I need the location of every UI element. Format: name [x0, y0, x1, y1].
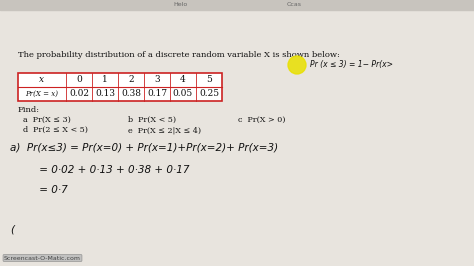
Text: x: x — [39, 76, 45, 85]
Text: 3: 3 — [154, 76, 160, 85]
Text: 0.25: 0.25 — [199, 89, 219, 98]
Text: a  Pr(X ≤ 3): a Pr(X ≤ 3) — [23, 116, 71, 124]
Text: 0.13: 0.13 — [95, 89, 115, 98]
Text: (: ( — [10, 225, 14, 235]
Text: Pr (x ≤ 3) = 1− Pr(x>: Pr (x ≤ 3) = 1− Pr(x> — [310, 60, 393, 69]
Text: Find:: Find: — [18, 106, 40, 114]
Text: The probability distribution of a discrete random variable X is shown below:: The probability distribution of a discre… — [18, 51, 340, 59]
Text: 1: 1 — [102, 76, 108, 85]
Text: = 0·7: = 0·7 — [10, 185, 68, 195]
Bar — [0, 0, 474, 10]
Text: e  Pr(X ≤ 2|X ≤ 4): e Pr(X ≤ 2|X ≤ 4) — [128, 126, 201, 134]
Text: Screencast-O-Matic.com: Screencast-O-Matic.com — [4, 256, 81, 260]
Text: Pr(X = x): Pr(X = x) — [26, 90, 58, 98]
Circle shape — [288, 56, 306, 74]
Text: c  Pr(X > 0): c Pr(X > 0) — [238, 116, 285, 124]
Text: a)  Pr(x≤3) = Pr(x=0) + Pr(x=1)+Pr(x=2)+ Pr(x=3): a) Pr(x≤3) = Pr(x=0) + Pr(x=1)+Pr(x=2)+ … — [10, 143, 278, 153]
Bar — [18, 73, 222, 101]
Text: 0.38: 0.38 — [121, 89, 141, 98]
Text: 0: 0 — [76, 76, 82, 85]
Text: d  Pr(2 ≤ X < 5): d Pr(2 ≤ X < 5) — [23, 126, 88, 134]
Bar — [18, 73, 222, 101]
Text: Ccas: Ccas — [286, 2, 301, 7]
Text: Helo: Helo — [173, 2, 187, 7]
Text: b  Pr(X < 5): b Pr(X < 5) — [128, 116, 176, 124]
Text: 2: 2 — [128, 76, 134, 85]
Text: 0.02: 0.02 — [69, 89, 89, 98]
Text: 5: 5 — [206, 76, 212, 85]
Text: 0.05: 0.05 — [173, 89, 193, 98]
Text: 0.17: 0.17 — [147, 89, 167, 98]
Text: = 0·02 + 0·13 + 0·38 + 0·17: = 0·02 + 0·13 + 0·38 + 0·17 — [10, 165, 190, 175]
Text: 4: 4 — [180, 76, 186, 85]
